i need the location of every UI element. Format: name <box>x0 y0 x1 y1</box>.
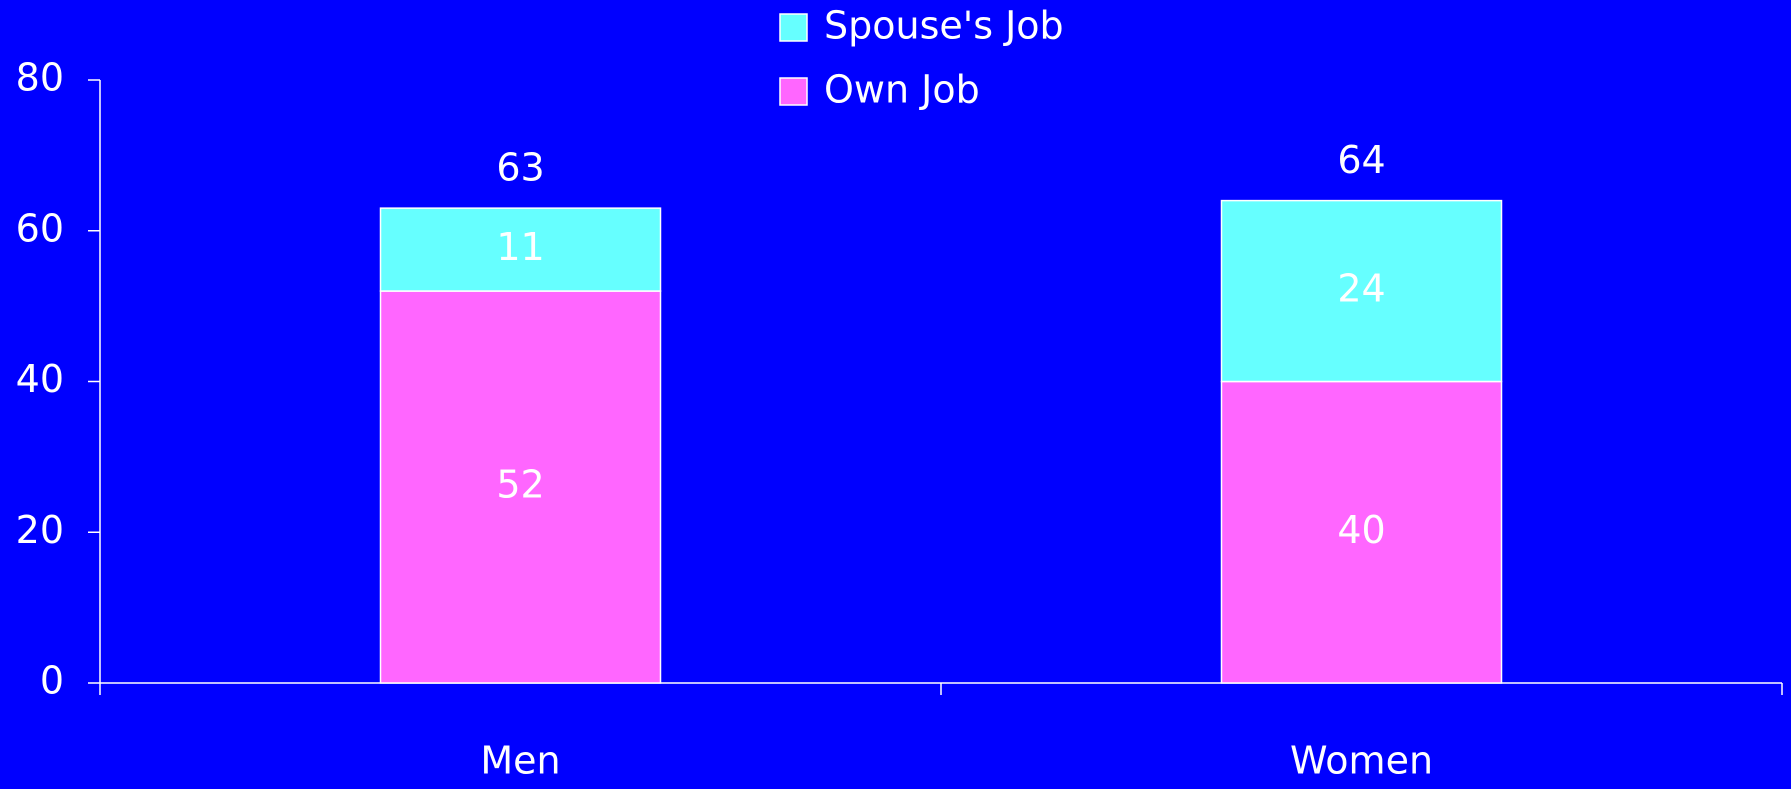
data-label: 11 <box>496 225 544 269</box>
total-label: 63 <box>496 146 544 190</box>
legend-swatch <box>779 77 808 106</box>
y-tick-label: 40 <box>16 357 64 401</box>
y-tick-label: 0 <box>40 659 64 703</box>
x-tick-label: Men <box>480 739 560 783</box>
bar-segment <box>1220 199 1503 383</box>
x-tick-label: Women <box>1290 739 1433 783</box>
data-label: 24 <box>1337 267 1385 311</box>
bar-segment <box>1220 380 1503 684</box>
legend-label: Own Job <box>824 68 980 112</box>
y-tick-label: 80 <box>16 56 64 100</box>
y-tick-label: 20 <box>16 508 64 552</box>
legend-swatch <box>779 13 808 42</box>
total-label: 64 <box>1337 138 1385 182</box>
data-label: 40 <box>1337 508 1385 552</box>
y-tick-label: 60 <box>16 206 64 250</box>
legend-label: Spouse's Job <box>824 4 1064 48</box>
data-label: 52 <box>496 463 544 507</box>
bar-segment <box>379 207 662 292</box>
